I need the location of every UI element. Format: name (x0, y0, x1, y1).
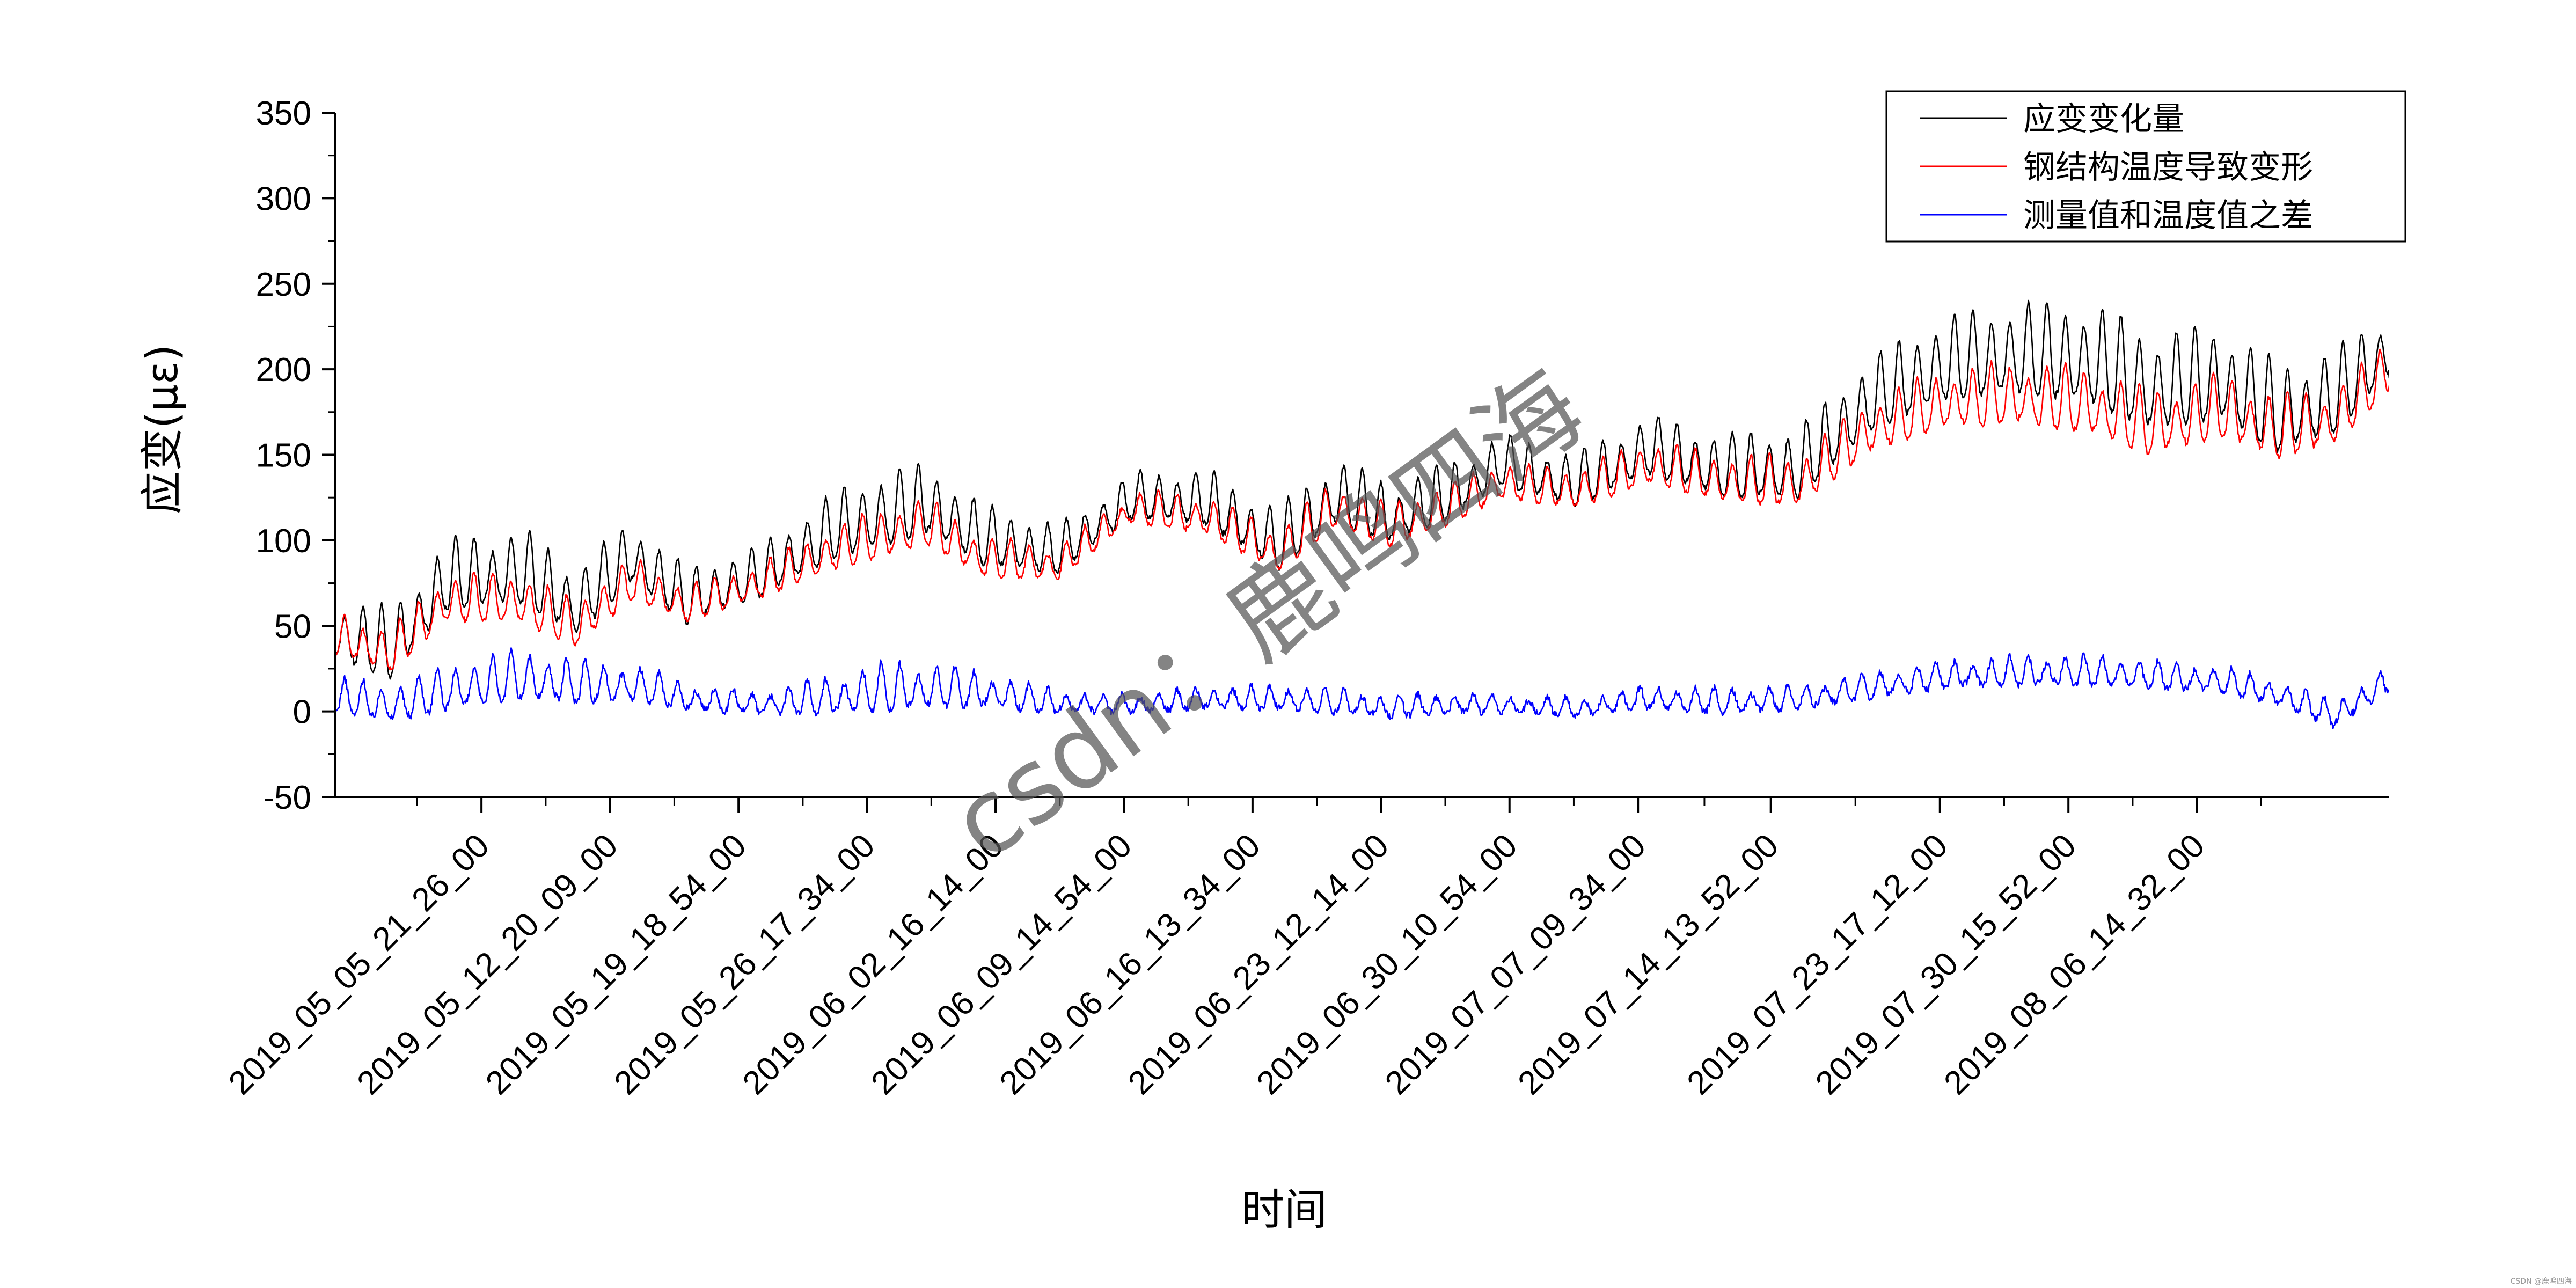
y-tick-label: 200 (256, 352, 311, 389)
y-tick-label: 0 (293, 694, 311, 731)
series-layer (335, 299, 2389, 729)
legend-label-temperature: 钢结构温度导致变形 (2023, 149, 2313, 186)
series-line-2 (335, 348, 2389, 671)
y-tick-labels: -50 0 50 100 150 200 250 300 350 (256, 95, 311, 816)
x-tick-label: 2019_05_26_17_34_00 (607, 827, 882, 1102)
y-tick-label: 300 (256, 180, 311, 217)
series-line-1 (335, 299, 2389, 680)
series-line-3 (335, 647, 2389, 729)
legend: 应变变化量 钢结构温度导致变形 测量值和温度值之差 (1885, 90, 2406, 243)
y-axis-title: 应变(με) (137, 345, 187, 515)
x-tick-label: 2019_07_07_09_34_00 (1378, 827, 1653, 1102)
x-tick-label: 2019_07_30_15_52_00 (1809, 827, 2083, 1102)
y-tick-label: 350 (256, 95, 311, 132)
corner-watermark: CSDN @鹿鸣四海 (2511, 1277, 2572, 1286)
legend-label-difference: 测量值和温度值之差 (2023, 197, 2313, 235)
y-tick-label: 50 (274, 608, 311, 645)
y-tick-label: 150 (256, 437, 311, 474)
x-tick-label: 2019_06_02_16_14_00 (736, 827, 1011, 1102)
x-tick-labels: 2019_05_05_21_26_002019_05_12_20_09_0020… (222, 827, 2212, 1102)
x-tick-label: 2019_05_19_18_54_00 (479, 827, 753, 1102)
watermark-text: csdn：鹿鸣四海 (930, 348, 1605, 883)
x-axis-title: 时间 (1241, 1185, 1327, 1235)
x-tick-label: 2019_06_23_12_14_00 (1121, 827, 1396, 1102)
y-tick-label: 100 (256, 523, 311, 560)
legend-label-strain: 应变变化量 (2023, 100, 2184, 138)
x-tick-label: 2019_05_12_20_09_00 (350, 827, 625, 1102)
x-tick-label: 2019_05_05_21_26_00 (222, 827, 496, 1102)
axes-layer (322, 112, 2389, 813)
x-tick-label: 2019_06_16_13_34_00 (993, 827, 1268, 1102)
x-tick-label: 2019_06_30_10_54_00 (1250, 827, 1525, 1102)
y-tick-label: 250 (256, 266, 311, 303)
y-tick-label: -50 (263, 779, 311, 816)
x-tick-label: 2019_08_06_14_32_00 (1937, 827, 2212, 1102)
